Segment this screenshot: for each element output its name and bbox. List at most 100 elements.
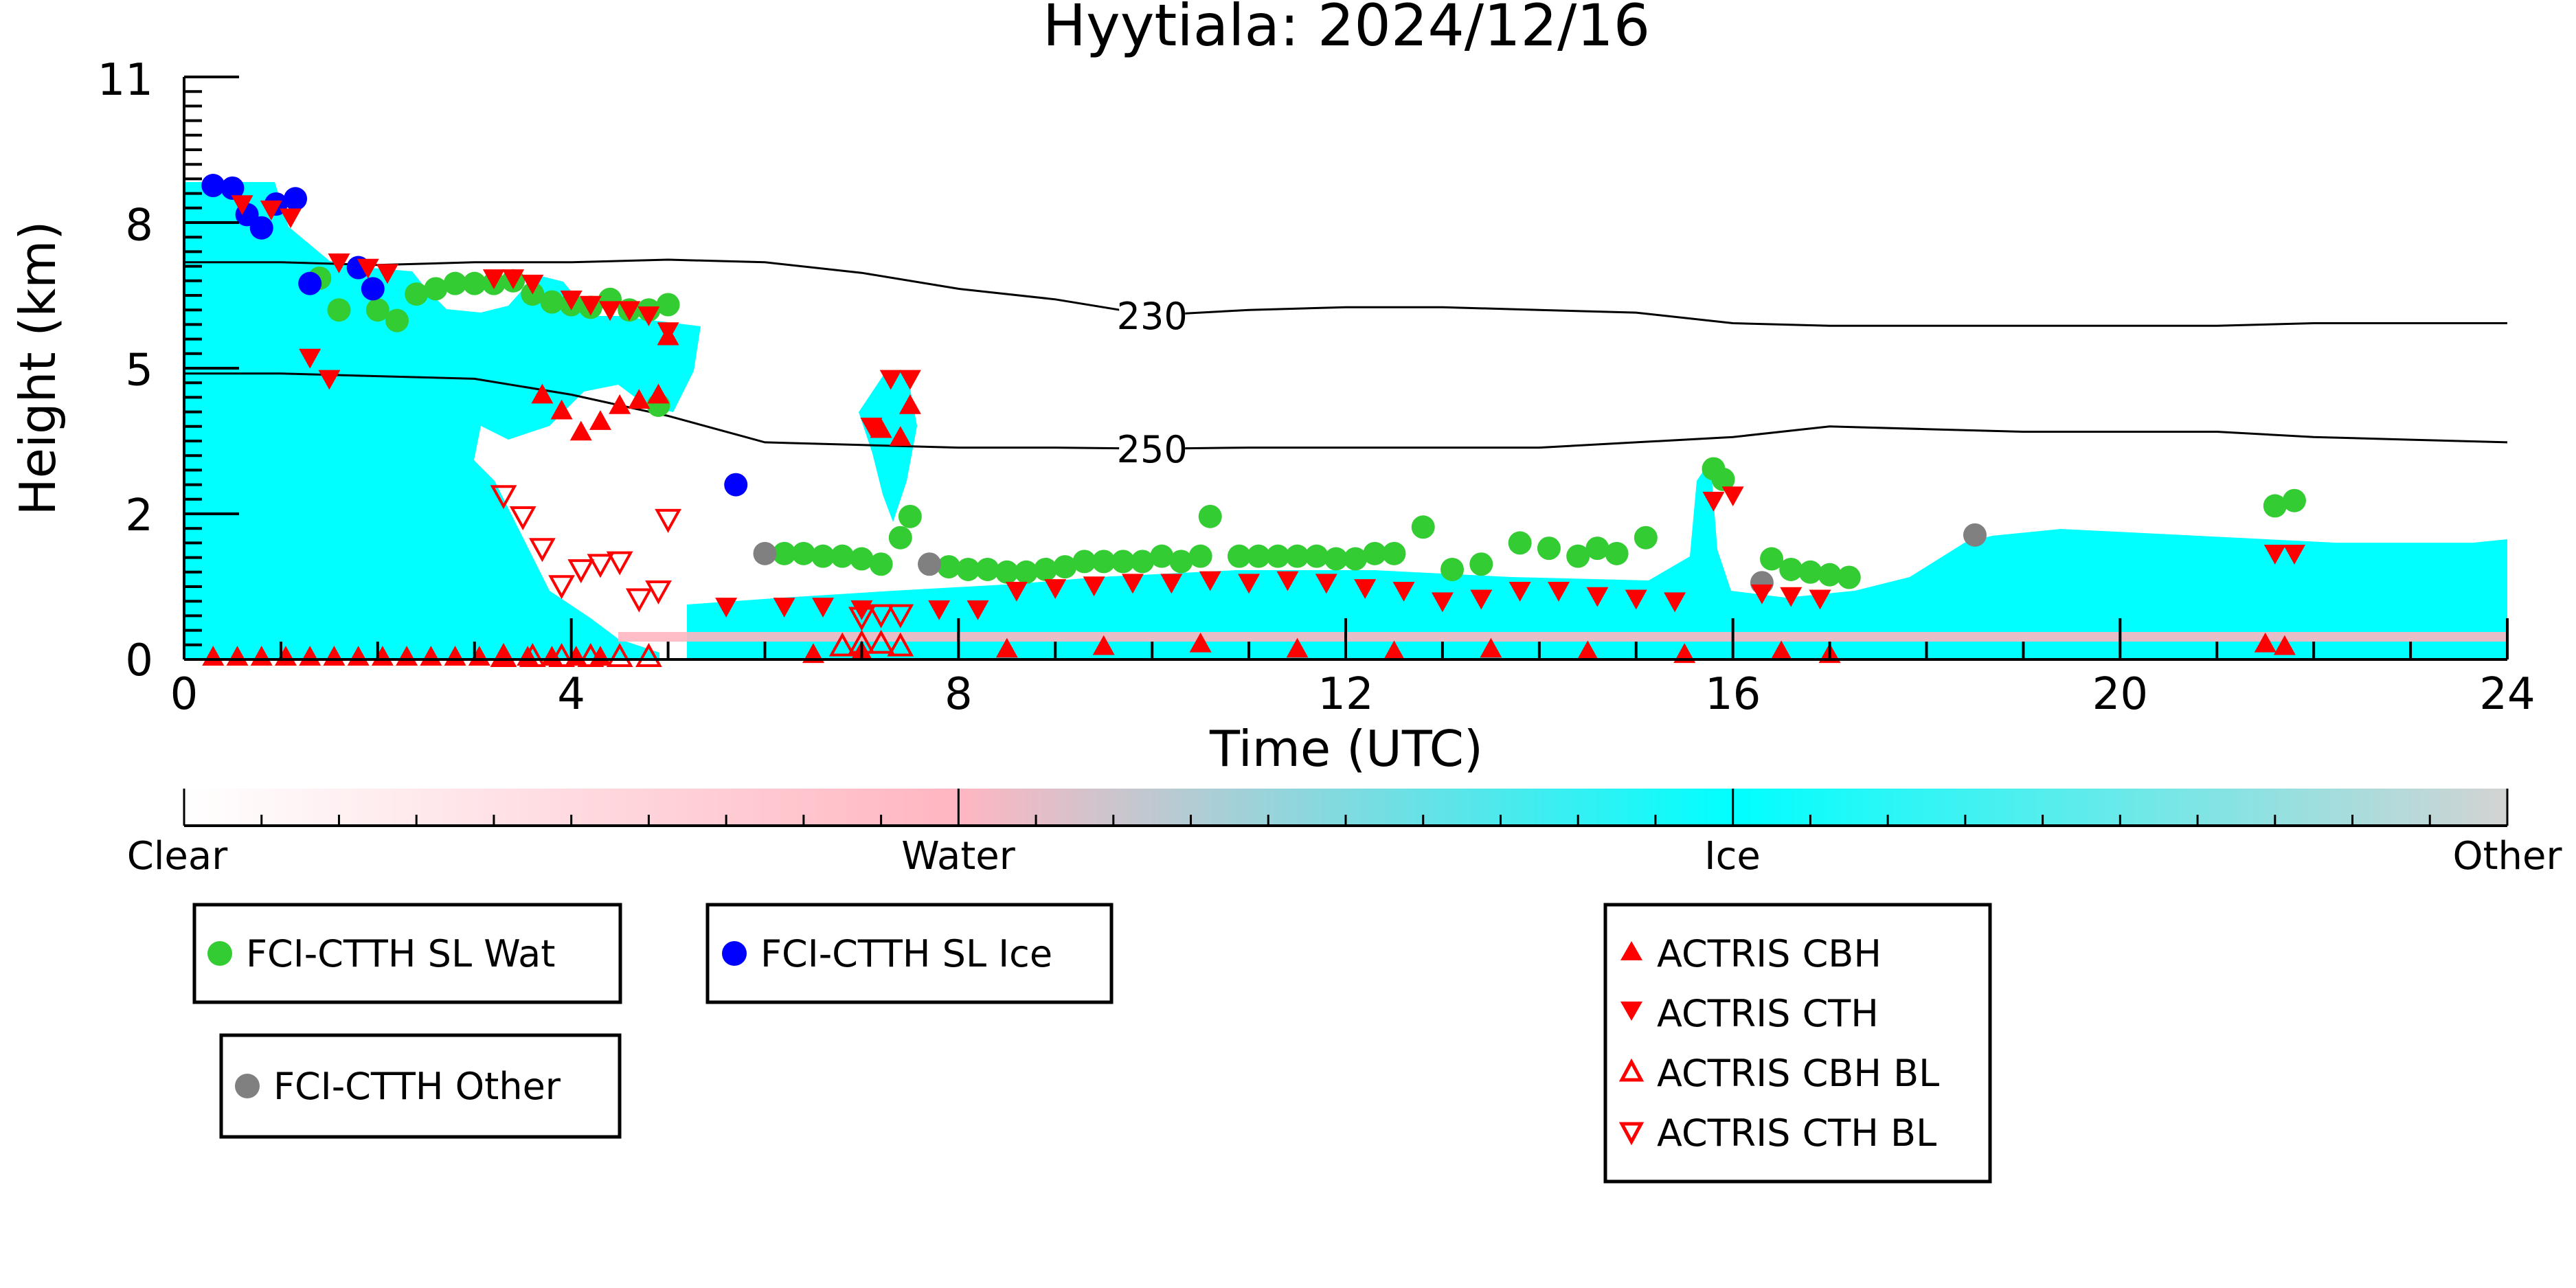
point-actris-cth-bl bbox=[655, 508, 681, 533]
point-actris-cth bbox=[1121, 574, 1144, 594]
point-fci-ctth-sl-wat bbox=[1469, 552, 1493, 576]
point-actris-cth bbox=[502, 269, 525, 289]
point-fci-ctth-sl-wat bbox=[772, 541, 796, 565]
point-fci-ctth-sl-wat bbox=[385, 308, 409, 332]
point-actris-cbh bbox=[609, 394, 631, 414]
point-fci-ctth-sl-wat bbox=[1285, 544, 1309, 568]
point-fci-ctth-sl-wat bbox=[1111, 550, 1135, 574]
x-tick-label: 8 bbox=[945, 669, 973, 720]
point-fci-ctth-sl-ice bbox=[361, 277, 385, 301]
legend-label-actris-cbh-bl: ACTRIS CBH BL bbox=[1657, 1052, 1939, 1095]
point-fci-ctth-sl-wat bbox=[1324, 547, 1348, 571]
point-fci-ctth-sl-wat bbox=[1605, 541, 1629, 565]
point-actris-cth bbox=[1780, 587, 1803, 607]
legend-label-actris-cbh: ACTRIS CBH bbox=[1657, 932, 1882, 975]
legend-label-fci-wat: FCI-CTTH SL Wat bbox=[246, 932, 555, 975]
point-fci-ctth-sl-wat bbox=[1092, 550, 1116, 574]
point-fci-ctth-sl-wat bbox=[956, 557, 980, 581]
x-tick-label: 16 bbox=[1705, 669, 1761, 720]
point-actris-cth bbox=[1160, 574, 1183, 594]
point-actris-cbh-bl bbox=[887, 632, 914, 657]
colorbar-ticks bbox=[183, 789, 2509, 826]
point-actris-cbh-bl bbox=[490, 643, 517, 667]
point-actris-cbh bbox=[1383, 640, 1405, 661]
point-fci-ctth-sl-wat bbox=[898, 504, 922, 528]
point-fci-ctth-sl-wat bbox=[850, 547, 874, 571]
point-actris-cth bbox=[1586, 587, 1609, 607]
point-actris-cth-bl bbox=[606, 551, 633, 576]
point-actris-cbh bbox=[550, 399, 573, 420]
point-actris-cth bbox=[1083, 576, 1105, 597]
contour-line bbox=[184, 372, 2508, 450]
legend-marker-actris-cbh-bl bbox=[1618, 1058, 1645, 1082]
point-actris-cbh bbox=[1673, 643, 1696, 664]
point-fci-ctth-sl-wat bbox=[1072, 550, 1096, 574]
point-fci-ctth-sl-wat bbox=[1344, 547, 1368, 571]
point-actris-cbh bbox=[1286, 637, 1309, 658]
point-actris-cth bbox=[357, 258, 379, 279]
point-actris-cth bbox=[260, 200, 282, 221]
ice-cloud-region-early bbox=[184, 182, 701, 659]
point-fci-ctth-sl-ice bbox=[284, 187, 308, 211]
y-axis-label: Height (km) bbox=[9, 221, 67, 516]
legend-label-fci-other: FCI-CTTH Other bbox=[273, 1065, 561, 1108]
point-fci-ctth-sl-wat bbox=[2282, 488, 2306, 512]
point-fci-ctth-sl-wat bbox=[831, 544, 855, 568]
colorbar-label-other: Other bbox=[2452, 834, 2562, 879]
point-fci-ctth-sl-wat bbox=[462, 271, 486, 295]
point-fci-ctth-sl-wat bbox=[443, 271, 467, 295]
point-actris-cbh bbox=[2273, 635, 2296, 655]
point-actris-cth bbox=[1044, 579, 1067, 599]
point-actris-cbh bbox=[2254, 632, 2276, 653]
point-actris-cth bbox=[1276, 571, 1299, 591]
point-actris-cth-bl bbox=[490, 485, 517, 510]
point-fci-ctth-sl-ice bbox=[221, 176, 245, 200]
point-actris-cth bbox=[2283, 545, 2305, 565]
point-fci-ctth-sl-wat bbox=[405, 282, 429, 306]
point-actris-cth-bl bbox=[509, 506, 536, 530]
point-fci-ctth-sl-wat bbox=[869, 552, 893, 576]
point-fci-ctth-sl-wat bbox=[1537, 536, 1561, 561]
legend-marker-fci-wat bbox=[207, 941, 232, 966]
point-actris-cth bbox=[376, 264, 398, 284]
point-actris-cbh-bl bbox=[519, 643, 546, 667]
y-tick-label: 11 bbox=[98, 55, 153, 106]
colorbar-label-ice: Ice bbox=[1704, 834, 1761, 879]
point-fci-ctth-sl-ice bbox=[298, 271, 322, 295]
point-fci-ctth-sl-wat bbox=[1227, 544, 1251, 568]
point-actris-cth bbox=[879, 370, 902, 390]
legend-fci-ice: FCI-CTTH SL Ice bbox=[705, 903, 1114, 1004]
point-actris-cth bbox=[521, 274, 544, 295]
point-fci-ctth-sl-wat bbox=[2263, 494, 2287, 518]
point-actris-cbh-bl bbox=[828, 632, 856, 657]
point-fci-ctth-sl-wat bbox=[811, 544, 835, 568]
point-fci-ctth-sl-wat bbox=[1382, 541, 1406, 565]
point-fci-ctth-sl-wat bbox=[1585, 536, 1609, 561]
point-fci-ctth-sl-wat bbox=[1304, 544, 1329, 568]
point-actris-cth bbox=[1702, 491, 1725, 512]
ice-cloud-lower-band bbox=[687, 460, 2507, 659]
legend-label-actris-cth-bl: ACTRIS CTH BL bbox=[1657, 1111, 1936, 1155]
point-actris-cth bbox=[328, 253, 350, 273]
x-tick-label: 4 bbox=[557, 669, 585, 720]
point-actris-cbh bbox=[802, 643, 824, 664]
point-fci-ctth-sl-wat bbox=[1779, 557, 1803, 581]
point-actris-cth bbox=[850, 600, 873, 620]
legend-marker-actris-cth bbox=[1620, 1002, 1642, 1021]
point-actris-cth bbox=[2263, 545, 2286, 565]
y-axis-ticks: 0 2 5 8 11 bbox=[98, 55, 239, 686]
point-fci-ctth-sl-wat bbox=[995, 560, 1019, 584]
colorbar-label-clear: Clear bbox=[127, 834, 228, 879]
point-actris-cth bbox=[599, 301, 622, 321]
point-actris-cbh bbox=[647, 383, 670, 404]
point-fci-ctth-other bbox=[1963, 523, 1987, 547]
point-actris-cth bbox=[715, 598, 738, 618]
point-actris-cth-bl bbox=[848, 607, 875, 631]
point-actris-cth bbox=[1750, 584, 1773, 605]
point-actris-cth-bl bbox=[887, 604, 914, 629]
point-actris-cbh bbox=[628, 389, 651, 409]
point-actris-cth-bl bbox=[645, 580, 672, 605]
point-actris-cth bbox=[1392, 581, 1415, 602]
point-fci-ctth-sl-wat bbox=[1169, 550, 1193, 574]
point-fci-ctth-sl-wat bbox=[888, 526, 912, 550]
